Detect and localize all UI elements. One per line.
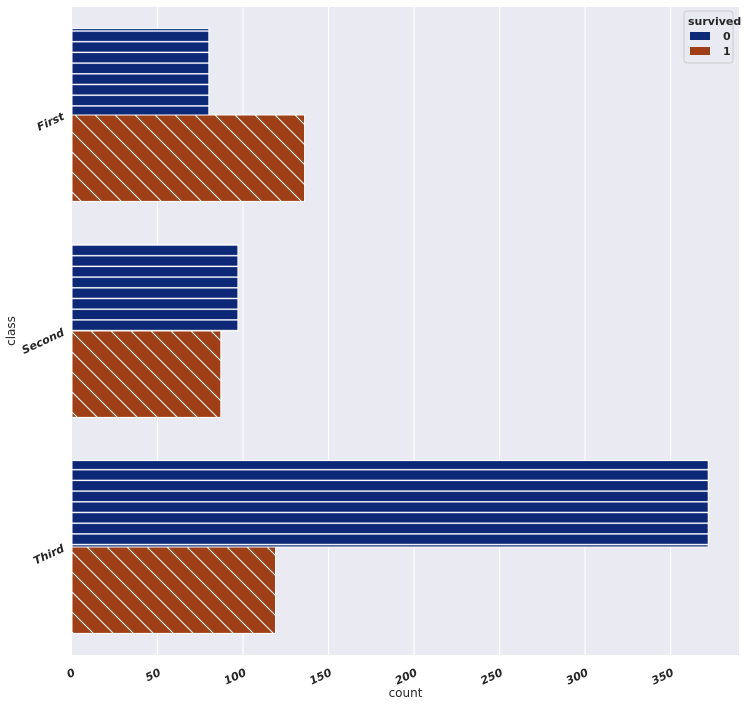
- x-tick-label: 300: [564, 666, 591, 688]
- bars-group: [71, 28, 709, 634]
- x-tick-label: 200: [393, 666, 420, 688]
- y-tick-labels: First Second Third: [20, 110, 67, 568]
- y-tick-label: Third: [31, 542, 66, 568]
- y-axis-label: class: [4, 316, 18, 346]
- legend-title: survived: [688, 15, 741, 28]
- bar-second-0: [71, 244, 239, 332]
- x-tick-label: 250: [479, 666, 506, 688]
- x-axis-label: count: [389, 686, 423, 700]
- x-tick-label: 150: [307, 666, 334, 688]
- legend-label-0: 0: [723, 30, 731, 43]
- bar-first-0: [71, 28, 210, 116]
- x-tick-label: 50: [143, 666, 163, 684]
- bar-third-1: [71, 546, 277, 634]
- x-tick-label: 100: [222, 666, 249, 688]
- legend-swatch-1: [690, 47, 710, 55]
- y-tick-label: Second: [20, 326, 67, 357]
- bar-first-1: [71, 114, 306, 202]
- y-tick-label: First: [35, 110, 67, 134]
- bar-third-0: [71, 460, 709, 548]
- x-tick-label: 0: [65, 666, 78, 681]
- legend-swatch-0: [690, 32, 710, 40]
- legend: survived 0 1: [683, 10, 741, 64]
- legend-label-1: 1: [723, 45, 731, 58]
- bar-second-1: [71, 330, 222, 418]
- x-tick-labels: 0 50 100 150 200 250 300 350: [65, 666, 676, 688]
- x-tick-label: 350: [650, 666, 677, 688]
